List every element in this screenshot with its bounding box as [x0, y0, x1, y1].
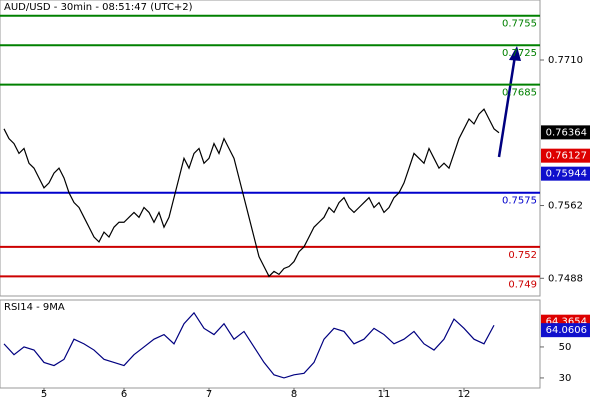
- level-label: 0.752: [508, 250, 537, 261]
- x-tick-label: 8: [291, 389, 297, 400]
- forecast-arrow: [497, 46, 521, 158]
- x-tick-label: 7: [206, 389, 212, 400]
- chart-title: AUD/USD - 30min - 08:51:47 (UTC+2): [4, 2, 193, 13]
- price-badge: [541, 148, 590, 163]
- rsi-panel: [0, 299, 541, 389]
- level-label: 0.7725: [502, 48, 537, 59]
- x-tick-label: 12: [458, 389, 471, 400]
- y-tick-label: 0.7710: [548, 55, 583, 66]
- level-label: 0.7575: [502, 196, 537, 207]
- level-label: 0.749: [508, 279, 537, 290]
- x-tick-label: 11: [378, 389, 391, 400]
- price-badge: [541, 323, 590, 338]
- price-badge: [541, 125, 590, 140]
- price-badge-label: 0.76127: [546, 151, 587, 162]
- price-badge: [541, 166, 590, 181]
- rsi-title: RSI14 - 9MA: [4, 302, 65, 313]
- price-badge-label: 64.0606: [546, 325, 587, 336]
- rsi-line: [3, 311, 495, 379]
- price-line: [3, 108, 500, 278]
- x-tick-label: 6: [121, 389, 127, 400]
- rsi-tick-label: 50: [559, 342, 572, 353]
- level-label: 0.7755: [502, 19, 537, 30]
- y-tick-label: 0.7562: [548, 201, 583, 212]
- level-label: 0.7685: [502, 88, 537, 99]
- price-badge-label: 0.75944: [546, 169, 587, 180]
- y-tick-label: 0.7488: [548, 273, 583, 284]
- x-tick-label: 5: [41, 389, 47, 400]
- price-badge-label: 0.76364: [546, 127, 587, 138]
- rsi-tick-label: 30: [559, 373, 572, 384]
- price-badge-label: 64.3654: [546, 317, 587, 328]
